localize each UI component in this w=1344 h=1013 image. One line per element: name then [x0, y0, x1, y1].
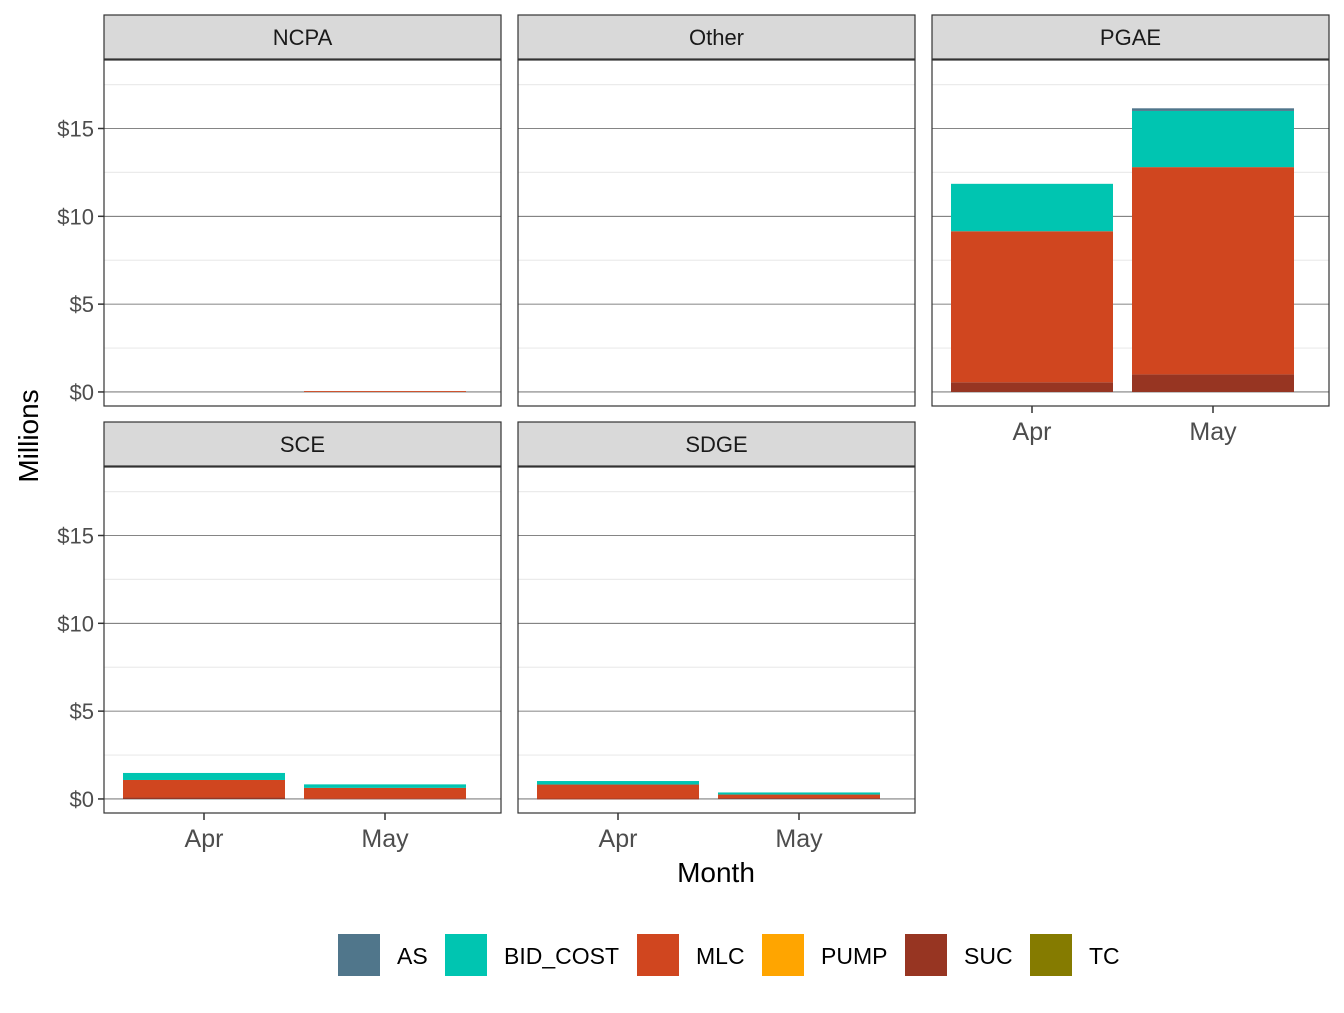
facet-strip [517, 421, 916, 467]
y-tick-label: $15 [57, 116, 94, 141]
legend-item-tc: TC [1030, 934, 1120, 976]
x-tick-label: May [775, 825, 823, 853]
facet-panel-pgae: PGAE Apr May [931, 14, 1330, 446]
plot-area [104, 467, 501, 813]
bar-segment-mlc [304, 391, 466, 392]
legend-label: PUMP [821, 943, 887, 969]
facet-strip-label: NCPA [273, 25, 333, 50]
bar-segment-mlc [537, 784, 699, 799]
legend-item-suc: SUC [905, 934, 1013, 976]
y-tick-label: $10 [57, 611, 94, 636]
y-tick-label: $5 [70, 699, 94, 724]
bar-segment-bid-cost [951, 183, 1113, 232]
legend: AS BID_COST MLC PUMP SUC TC [338, 934, 1120, 976]
y-tick-label: $0 [70, 380, 94, 405]
bar-segment-mlc [951, 231, 1113, 383]
facet-strip [103, 14, 502, 60]
bar-segment-suc [1132, 374, 1294, 392]
legend-label: TC [1089, 943, 1120, 969]
bar-segment-suc [304, 798, 466, 800]
x-tick-label: May [1189, 418, 1237, 446]
legend-item-as: AS [338, 934, 428, 976]
bar-segment-suc [718, 798, 880, 799]
bar-segment-bid-cost [1132, 110, 1294, 168]
legend-item-bid-cost: BID_COST [445, 934, 619, 976]
facet-strip [517, 14, 916, 60]
panel-border [931, 59, 1330, 407]
facet-strip-label: PGAE [1100, 25, 1161, 50]
legend-swatch [338, 934, 380, 976]
facet-strip-label: Other [689, 25, 744, 50]
panel-border [103, 466, 502, 814]
legend-swatch [1030, 934, 1072, 976]
bar-segment-bid-cost [304, 784, 466, 788]
bar-segment-mlc [123, 779, 285, 798]
legend-swatch [637, 934, 679, 976]
x-axis-title: Month [677, 857, 755, 888]
legend-label: MLC [696, 943, 745, 969]
facet-strip-label: SDGE [685, 432, 747, 457]
facet-strip [103, 421, 502, 467]
facet-panel-sdge: SDGE Apr May [517, 421, 916, 853]
bar-segment-bid-cost [718, 792, 880, 795]
facet-strip-label: SCE [280, 432, 325, 457]
legend-item-pump: PUMP [762, 934, 887, 976]
panel-border [517, 59, 916, 407]
y-tick-label: $0 [70, 787, 94, 812]
y-tick-label: $10 [57, 204, 94, 229]
bar-segment-suc [951, 382, 1113, 392]
facet-panel-sce: SCE $0 $5 $10 $15 Apr May [57, 421, 502, 853]
facet-panel-ncpa: NCPA $0 $5 $10 $15 [57, 14, 502, 407]
y-tick-label: $5 [70, 292, 94, 317]
legend-swatch [445, 934, 487, 976]
bar-segment-bid-cost [123, 772, 285, 780]
bar-segment-mlc [304, 787, 466, 799]
legend-label: SUC [964, 943, 1013, 969]
panel-border [103, 59, 502, 407]
legend-label: AS [397, 943, 428, 969]
bar-segment-bid-cost [537, 781, 699, 785]
bar-segment-suc [537, 798, 699, 800]
panel-border [517, 466, 916, 814]
bar-segment-mlc [718, 794, 880, 799]
x-tick-label: Apr [599, 825, 638, 853]
bar-segment-mlc [1132, 167, 1294, 375]
x-tick-label: Apr [1013, 418, 1052, 446]
plot-area [104, 60, 501, 406]
x-tick-label: May [361, 825, 409, 853]
legend-item-mlc: MLC [637, 934, 745, 976]
legend-swatch [762, 934, 804, 976]
x-tick-label: Apr [185, 825, 224, 853]
facet-panel-other: Other [517, 14, 916, 407]
facet-strip [931, 14, 1330, 60]
legend-swatch [905, 934, 947, 976]
y-axis-title: Millions [13, 389, 44, 482]
bar-segment-as [1132, 108, 1294, 111]
legend-label: BID_COST [504, 943, 619, 969]
bar-segment-suc [123, 797, 285, 799]
y-tick-label: $15 [57, 523, 94, 548]
plot-area [518, 467, 915, 813]
plot-area [518, 60, 915, 406]
